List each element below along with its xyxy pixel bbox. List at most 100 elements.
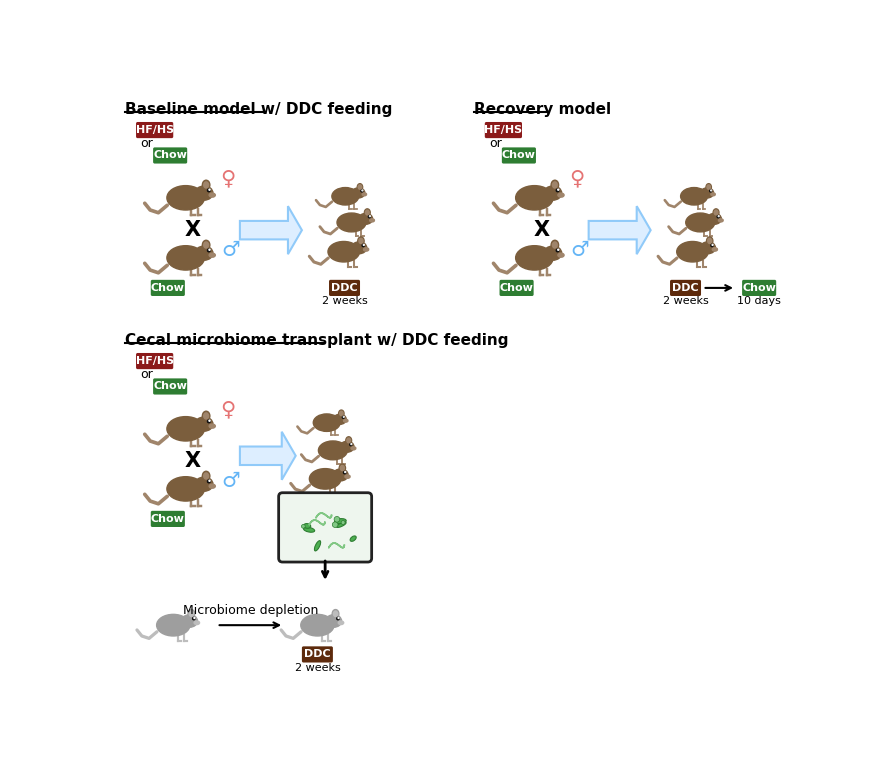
FancyBboxPatch shape bbox=[136, 122, 174, 138]
Ellipse shape bbox=[363, 248, 368, 251]
FancyBboxPatch shape bbox=[742, 280, 776, 296]
Ellipse shape bbox=[350, 536, 356, 541]
Text: DDC: DDC bbox=[672, 283, 699, 293]
Ellipse shape bbox=[204, 182, 208, 188]
Circle shape bbox=[207, 420, 210, 423]
Text: Chow: Chow bbox=[499, 283, 533, 293]
Ellipse shape bbox=[700, 242, 716, 254]
Ellipse shape bbox=[714, 210, 718, 215]
Ellipse shape bbox=[359, 238, 363, 243]
Ellipse shape bbox=[167, 417, 205, 441]
Text: Chow: Chow bbox=[742, 283, 776, 293]
FancyBboxPatch shape bbox=[153, 147, 187, 163]
Circle shape bbox=[362, 244, 364, 246]
Ellipse shape bbox=[167, 477, 205, 501]
Ellipse shape bbox=[551, 180, 559, 190]
Ellipse shape bbox=[195, 477, 213, 491]
Circle shape bbox=[711, 244, 713, 246]
Ellipse shape bbox=[339, 410, 344, 417]
Circle shape bbox=[712, 244, 713, 246]
Text: X: X bbox=[184, 451, 200, 472]
Ellipse shape bbox=[707, 237, 713, 245]
Ellipse shape bbox=[718, 219, 724, 222]
Ellipse shape bbox=[190, 611, 193, 617]
Ellipse shape bbox=[344, 419, 348, 422]
Circle shape bbox=[209, 189, 210, 190]
Ellipse shape bbox=[553, 182, 557, 188]
Ellipse shape bbox=[334, 611, 337, 617]
Ellipse shape bbox=[708, 214, 721, 224]
Ellipse shape bbox=[209, 424, 215, 428]
Text: ♂: ♂ bbox=[222, 240, 240, 260]
Circle shape bbox=[332, 522, 338, 527]
Text: Chow: Chow bbox=[502, 150, 536, 160]
Ellipse shape bbox=[338, 621, 344, 625]
Ellipse shape bbox=[340, 441, 354, 452]
Text: or: or bbox=[490, 137, 502, 150]
Circle shape bbox=[343, 417, 344, 418]
Ellipse shape bbox=[167, 185, 205, 210]
Circle shape bbox=[368, 216, 370, 217]
Text: Chow: Chow bbox=[153, 382, 187, 391]
Ellipse shape bbox=[515, 246, 554, 270]
Ellipse shape bbox=[303, 523, 311, 528]
Ellipse shape bbox=[319, 441, 347, 460]
Ellipse shape bbox=[333, 469, 348, 481]
Text: Chow: Chow bbox=[153, 150, 187, 160]
FancyBboxPatch shape bbox=[499, 280, 534, 296]
Text: Chow: Chow bbox=[151, 283, 185, 293]
FancyBboxPatch shape bbox=[302, 646, 333, 662]
Ellipse shape bbox=[182, 615, 198, 627]
FancyBboxPatch shape bbox=[329, 280, 360, 296]
Ellipse shape bbox=[209, 193, 215, 197]
Circle shape bbox=[350, 443, 352, 446]
Circle shape bbox=[556, 249, 559, 252]
Ellipse shape bbox=[551, 240, 559, 250]
Ellipse shape bbox=[195, 246, 213, 260]
Ellipse shape bbox=[301, 614, 334, 636]
Ellipse shape bbox=[310, 468, 341, 489]
Circle shape bbox=[556, 189, 559, 192]
Ellipse shape bbox=[713, 209, 719, 216]
Ellipse shape bbox=[351, 446, 356, 450]
Circle shape bbox=[344, 472, 346, 474]
Ellipse shape bbox=[314, 541, 320, 551]
Ellipse shape bbox=[558, 193, 564, 197]
Ellipse shape bbox=[202, 240, 210, 250]
Ellipse shape bbox=[346, 436, 352, 444]
Circle shape bbox=[207, 480, 210, 483]
Circle shape bbox=[302, 524, 305, 528]
Ellipse shape bbox=[553, 242, 557, 248]
Ellipse shape bbox=[357, 184, 362, 191]
Ellipse shape bbox=[364, 209, 370, 216]
Ellipse shape bbox=[339, 464, 345, 472]
Text: 2 weeks: 2 weeks bbox=[321, 296, 368, 306]
Ellipse shape bbox=[515, 185, 554, 210]
Ellipse shape bbox=[202, 411, 210, 420]
Ellipse shape bbox=[701, 188, 714, 198]
Circle shape bbox=[192, 617, 195, 620]
Circle shape bbox=[709, 190, 712, 192]
Ellipse shape bbox=[204, 473, 208, 479]
Ellipse shape bbox=[332, 610, 339, 618]
Ellipse shape bbox=[706, 184, 711, 191]
Ellipse shape bbox=[167, 246, 205, 270]
Ellipse shape bbox=[337, 213, 366, 232]
Ellipse shape bbox=[676, 241, 708, 262]
Ellipse shape bbox=[558, 253, 564, 257]
Circle shape bbox=[341, 520, 345, 524]
Circle shape bbox=[334, 517, 340, 522]
Circle shape bbox=[207, 249, 210, 252]
Ellipse shape bbox=[347, 438, 351, 443]
Ellipse shape bbox=[326, 615, 342, 627]
Text: ♂: ♂ bbox=[222, 472, 240, 491]
Ellipse shape bbox=[366, 210, 369, 215]
Polygon shape bbox=[240, 206, 302, 254]
Text: X: X bbox=[533, 221, 549, 240]
Ellipse shape bbox=[194, 621, 199, 625]
Text: HF/HS: HF/HS bbox=[135, 125, 174, 135]
FancyBboxPatch shape bbox=[153, 378, 187, 394]
Text: 2 weeks: 2 weeks bbox=[663, 296, 708, 306]
Ellipse shape bbox=[303, 527, 315, 533]
Ellipse shape bbox=[358, 237, 364, 245]
